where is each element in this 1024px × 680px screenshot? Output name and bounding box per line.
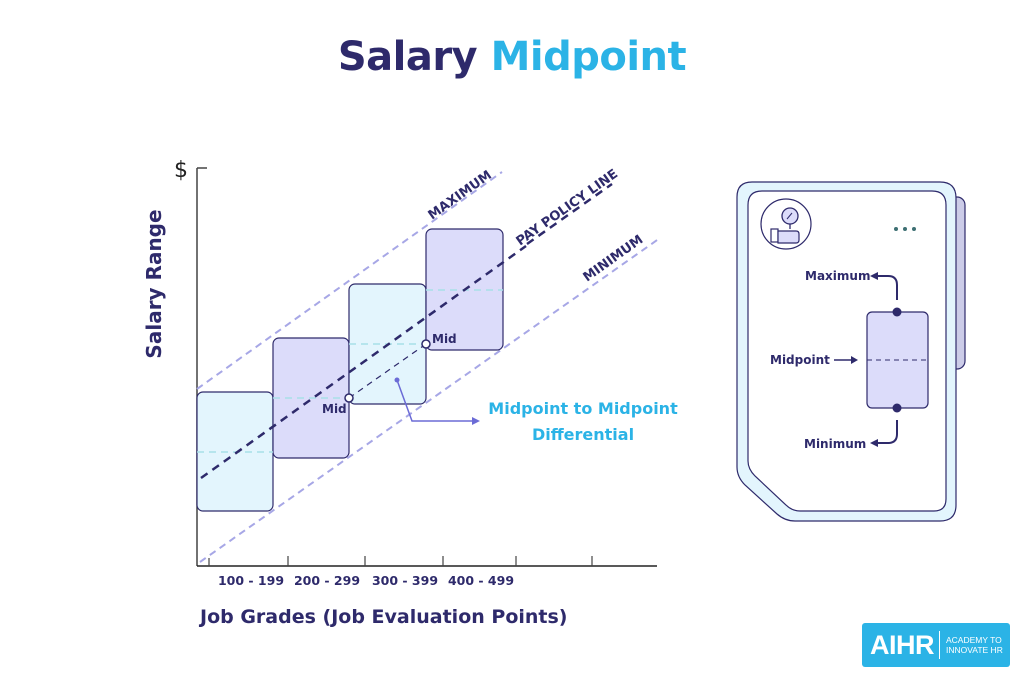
x-tick-3: 300 - 399 [372,573,438,588]
logo-mark: AIHR [870,629,935,660]
magnifier-hand-icon [760,198,812,250]
logo-tagline: ACADEMY TO INNOVATE HR [946,635,1003,655]
x-tick-2: 200 - 299 [294,573,360,588]
pay-policy-line-label: PAY POLICY LINE [514,167,621,250]
mid-point-marker-2 [421,339,431,349]
minimum-line [199,237,661,563]
x-axis-label: Job Grades (Job Evaluation Points) [198,606,568,628]
x-tick-1: 100 - 199 [218,573,284,588]
differential-line [348,343,427,399]
x-tick-4: 400 - 499 [448,573,514,588]
callout-line-2: Differential [532,425,634,444]
mid-label-1: Mid [322,402,347,416]
logo-divider [939,631,940,659]
y-axis-label: Salary Range [142,209,166,358]
card-maximum-label: Maximum [805,269,870,283]
callout-arrow [394,377,480,425]
logo-tagline-1: ACADEMY TO [946,635,1002,645]
y-axis-symbol: $ [174,158,188,183]
minimum-line-label: MINIMUM [581,232,647,285]
aihr-logo: AIHR ACADEMY TO INNOVATE HR [862,623,1010,667]
card-minimum-label: Minimum [804,437,866,451]
maximum-line [196,171,503,390]
title-part-1: Salary [337,34,478,80]
card-midpoint-label: Midpoint [770,353,830,367]
more-dots-icon[interactable] [894,227,916,231]
callout-line-1: Midpoint to Midpoint [488,399,678,418]
maximum-line-label: MAXIMUM [426,168,495,223]
mid-label-2: Mid [432,332,457,346]
mid-point-marker-1 [344,393,354,403]
logo-tagline-2: INNOVATE HR [946,645,1003,655]
title-part-2: Midpoint [490,34,687,80]
pay-policy-line [200,244,527,480]
page-title: Salary Midpoint [0,34,1024,80]
